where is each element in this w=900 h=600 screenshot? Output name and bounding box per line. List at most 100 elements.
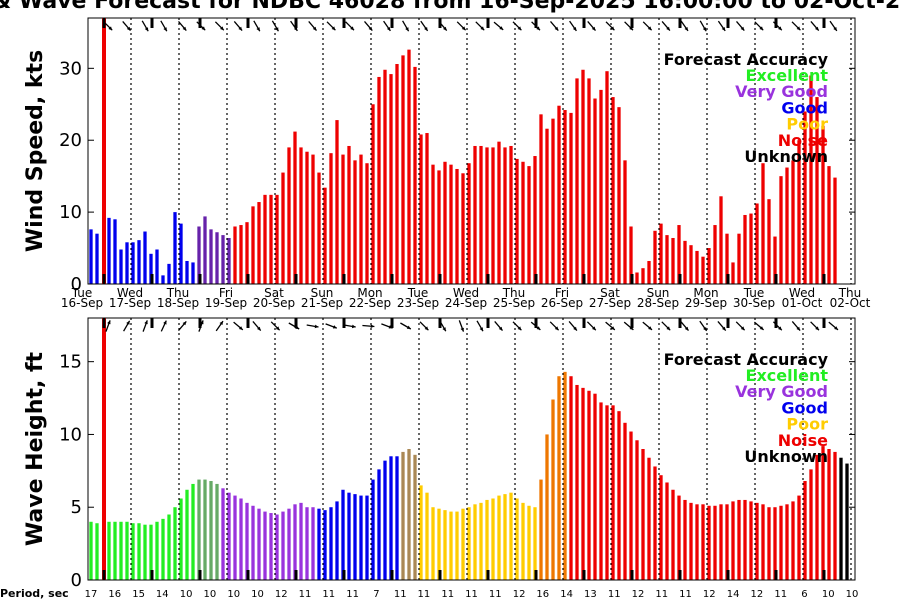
bar xyxy=(311,154,315,284)
legend-item: Poor xyxy=(786,115,828,134)
day-label: Fri xyxy=(219,286,233,300)
bar xyxy=(425,133,429,284)
direction-arrow xyxy=(438,20,448,32)
bar xyxy=(665,235,669,284)
direction-arrow xyxy=(233,20,243,32)
bar xyxy=(467,163,471,284)
date-label: 25-Sep xyxy=(493,296,535,310)
day-label: Wed xyxy=(117,286,143,300)
direction-arrow xyxy=(326,21,336,31)
bar xyxy=(821,125,825,284)
bar xyxy=(407,449,411,580)
wind-speed-panel: 0 10 20 30 Wind Speed, kts Forecast AccuracyE… xyxy=(23,17,871,310)
period-tick: 11 xyxy=(655,589,668,600)
y-tick-label: 20 xyxy=(59,130,82,151)
period-tick: 12 xyxy=(632,589,645,600)
bar xyxy=(479,145,483,284)
figure-title: & Wave Forecast for NDBC 46028 from 16-S… xyxy=(0,0,900,14)
bar xyxy=(767,199,771,284)
bar xyxy=(305,507,309,580)
period-tick: 16 xyxy=(536,589,549,600)
bar xyxy=(593,98,597,284)
bar xyxy=(401,451,405,580)
period-tick: 12 xyxy=(513,589,526,600)
bar xyxy=(809,75,813,284)
bar xyxy=(611,97,615,284)
bar xyxy=(839,457,843,580)
bar xyxy=(605,71,609,284)
bar xyxy=(287,508,291,580)
date-label: 28-Sep xyxy=(637,296,679,310)
bar xyxy=(515,498,519,580)
bar xyxy=(491,147,495,284)
bar xyxy=(767,507,771,580)
bar xyxy=(491,498,495,580)
bar xyxy=(383,460,387,580)
bar xyxy=(503,147,507,284)
day-label: Thu xyxy=(838,286,862,300)
bar xyxy=(305,151,309,284)
direction-arrow xyxy=(196,21,206,31)
bar xyxy=(221,488,225,580)
legend-item: Poor xyxy=(786,415,828,434)
bar xyxy=(587,390,591,580)
direction-arrow xyxy=(160,320,167,332)
wave-height-panel: 0 5 10 15 Wave Height, ft Forecast AccuracyEx… xyxy=(23,317,856,591)
bar xyxy=(263,194,267,284)
bar xyxy=(797,140,801,284)
direction-arrow xyxy=(736,20,745,32)
direction-arrow xyxy=(402,20,410,32)
bar xyxy=(233,495,237,580)
bar xyxy=(143,524,147,580)
direction-arrow xyxy=(270,321,281,331)
legend-item: Good xyxy=(781,398,828,417)
bar xyxy=(461,508,465,580)
bar xyxy=(563,110,567,284)
legend-item: Good xyxy=(781,98,828,117)
bar xyxy=(551,399,555,580)
bar xyxy=(179,223,183,284)
bar xyxy=(737,233,741,284)
period-tick: 11 xyxy=(441,589,454,600)
bar xyxy=(137,240,141,284)
day-label: Mon xyxy=(357,286,382,300)
bar xyxy=(149,253,153,284)
bar xyxy=(359,495,363,580)
period-tick: 11 xyxy=(679,589,692,600)
direction-arrow xyxy=(661,321,671,331)
bar xyxy=(677,495,681,580)
y-tick-label: 0 xyxy=(71,274,82,295)
day-label: Thu xyxy=(166,286,190,300)
direction-arrow xyxy=(160,20,168,32)
bar xyxy=(269,194,273,284)
bar xyxy=(461,173,465,284)
bar xyxy=(341,154,345,284)
bar xyxy=(245,222,249,284)
bar xyxy=(455,168,459,284)
period-tick: 11 xyxy=(346,589,359,600)
date-label: 21-Sep xyxy=(301,296,343,310)
period-tick: 6 xyxy=(801,589,807,600)
bar xyxy=(575,78,579,284)
bar xyxy=(755,203,759,284)
bar xyxy=(719,196,723,284)
direction-arrow xyxy=(829,20,838,32)
legend-item: Unknown xyxy=(744,147,828,166)
bar xyxy=(239,498,243,580)
period-tick: 11 xyxy=(418,589,431,600)
bar xyxy=(191,483,195,580)
bar xyxy=(449,164,453,284)
bar xyxy=(401,55,405,284)
bar xyxy=(245,502,249,580)
bar xyxy=(623,160,627,284)
bar xyxy=(335,120,339,284)
y-tick-label: 10 xyxy=(59,424,82,445)
bar xyxy=(749,501,753,580)
plot-area xyxy=(89,18,852,284)
direction-arrow xyxy=(754,21,764,31)
bar xyxy=(539,479,543,580)
bar xyxy=(773,236,777,284)
bar xyxy=(665,482,669,580)
direction-arrow xyxy=(569,20,577,32)
bar xyxy=(827,449,831,580)
